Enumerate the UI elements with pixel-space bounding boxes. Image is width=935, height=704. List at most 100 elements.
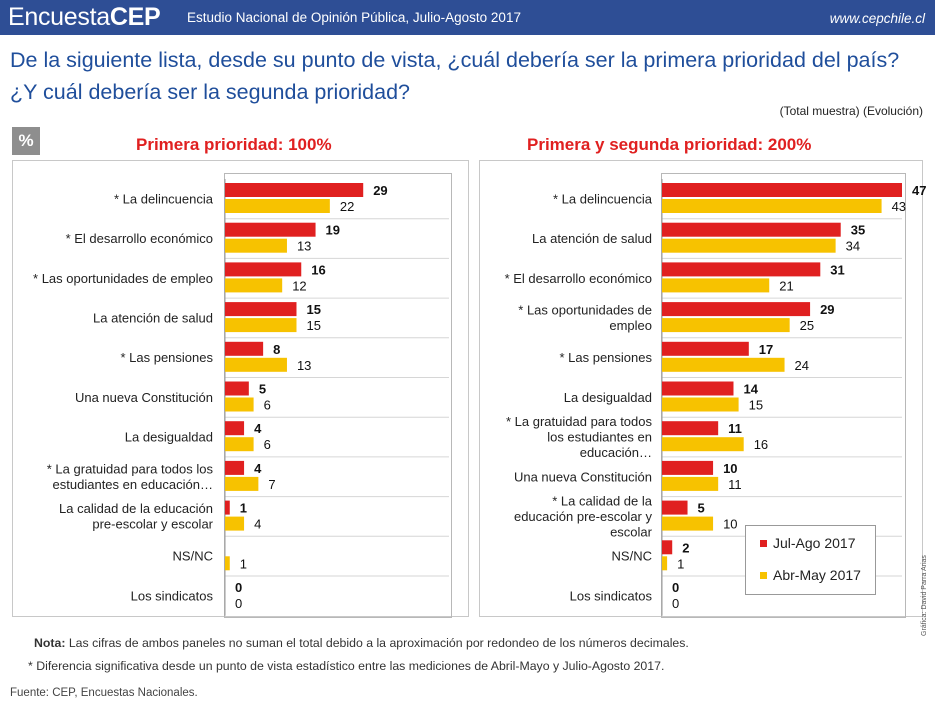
- bar-abr-may: [225, 556, 230, 571]
- bar-abr-may: [225, 476, 259, 491]
- value-label-abr-may: 43: [892, 199, 906, 214]
- value-label-abr-may: 7: [268, 477, 275, 492]
- sample-note: (Total muestra) (Evolución): [779, 104, 923, 118]
- bar-jul-ago: [662, 183, 902, 197]
- bar-jul-ago: [225, 302, 297, 317]
- value-label-abr-may: 13: [297, 358, 311, 373]
- bar-abr-may: [225, 199, 330, 213]
- bar-abr-may: [662, 556, 668, 571]
- bar-jul-ago: [662, 500, 688, 515]
- category-label: La calidad de la educación pre-escolar y …: [59, 501, 214, 532]
- value-label-jul-ago: 4: [254, 461, 262, 476]
- value-label-jul-ago: 29: [820, 302, 834, 317]
- value-label-jul-ago: 11: [728, 421, 742, 436]
- category-label: Los sindicatos: [131, 588, 214, 603]
- bar-abr-may: [225, 318, 297, 333]
- source: Fuente: CEP, Encuestas Nacionales.: [10, 687, 198, 699]
- category-label: La atención de salud: [532, 231, 652, 246]
- value-label-abr-may: 16: [754, 437, 768, 452]
- category-label: * La gratuidad para todos los estudiantes…: [47, 462, 214, 493]
- bar-abr-may: [662, 357, 785, 372]
- value-label-abr-may: 6: [264, 437, 271, 452]
- right-panel: * La delincuencia 47 43 La atención de salu…: [479, 160, 926, 618]
- value-label-abr-may: 11: [728, 477, 742, 492]
- value-label-jul-ago: 0: [235, 580, 242, 595]
- value-label-jul-ago: 31: [830, 262, 844, 277]
- category-label: NS/NC: [173, 549, 213, 564]
- bar-abr-may: [225, 516, 245, 531]
- bar-abr-may: [662, 199, 882, 213]
- value-label-abr-may: 13: [297, 239, 311, 254]
- bar-jul-ago: [225, 500, 230, 515]
- value-label-abr-may: 15: [306, 318, 320, 333]
- legend-item-abr-may: Abr-May 2017: [760, 567, 861, 583]
- value-label-abr-may: 25: [800, 318, 814, 333]
- value-label-abr-may: 22: [340, 199, 354, 214]
- legend-label-abr-may: Abr-May 2017: [773, 567, 861, 583]
- value-label-jul-ago: 14: [743, 382, 758, 397]
- legend-label-jul-ago: Jul-Ago 2017: [773, 535, 856, 551]
- value-label-abr-may: 1: [677, 556, 684, 571]
- value-label-jul-ago: 0: [672, 580, 679, 595]
- bar-jul-ago: [662, 302, 811, 317]
- significance-note: * Diferencia significativa desde un punt…: [28, 659, 665, 673]
- category-label: Una nueva Constitución: [75, 390, 213, 405]
- bar-jul-ago: [225, 421, 245, 436]
- bar-abr-may: [225, 357, 287, 372]
- left-panel: * La delincuencia 29 22 * El desarrollo eco…: [12, 160, 469, 618]
- category-label: La desigualdad: [564, 390, 652, 405]
- bar-abr-may: [225, 238, 287, 253]
- bar-jul-ago: [662, 540, 673, 555]
- bar-abr-may: [225, 278, 283, 293]
- note-label: Nota:: [34, 636, 66, 650]
- bar-jul-ago: [225, 222, 316, 237]
- header-url[interactable]: www.cepchile.cl: [829, 11, 925, 26]
- right-panel-title: Primera y segunda prioridad: 200%: [527, 135, 812, 154]
- percent-badge: %: [12, 127, 40, 155]
- bar-abr-may: [225, 397, 254, 412]
- bar-abr-may: [662, 278, 770, 293]
- note-body: Las cifras de ambos paneles no suman el …: [65, 636, 689, 650]
- bar-abr-may: [662, 397, 739, 412]
- credit: Gráfica: David Parra Arias: [921, 555, 928, 636]
- bar-jul-ago: [662, 381, 734, 396]
- right-chart: * La delincuencia 47 43 La atención de salu…: [505, 179, 926, 616]
- legend-item-jul-ago: Jul-Ago 2017: [760, 535, 856, 551]
- value-label-jul-ago: 4: [254, 421, 262, 436]
- bar-jul-ago: [225, 460, 245, 475]
- value-label-jul-ago: 35: [851, 223, 865, 238]
- category-label: * Las pensiones: [120, 350, 213, 365]
- value-label-abr-may: 12: [292, 278, 306, 293]
- category-label: * La delincuencia: [553, 191, 653, 206]
- bar-jul-ago: [225, 381, 249, 396]
- category-label: * La delincuencia: [114, 191, 214, 206]
- logo-light: Encuesta: [8, 3, 110, 31]
- value-label-jul-ago: 15: [306, 302, 320, 317]
- bar-jul-ago: [662, 460, 714, 475]
- category-label: * El desarrollo económico: [66, 231, 213, 246]
- category-label: * Las oportunidades de empleo: [33, 271, 213, 286]
- header-subtitle: Estudio Nacional de Opinión Pública, Jul…: [187, 10, 521, 25]
- value-label-jul-ago: 17: [759, 342, 773, 357]
- value-label-abr-may: 6: [264, 398, 271, 413]
- category-label: * Las oportunidades de empleo: [518, 303, 652, 334]
- value-label-abr-may: 4: [254, 517, 261, 532]
- bar-abr-may: [225, 437, 254, 452]
- value-label-abr-may: 10: [723, 517, 737, 532]
- value-label-jul-ago: 8: [273, 342, 280, 357]
- value-label-jul-ago: 5: [259, 382, 266, 397]
- bar-abr-may: [662, 238, 836, 253]
- logo-bold: CEP: [109, 3, 161, 31]
- value-label-jul-ago: 5: [698, 501, 705, 516]
- page-title: De la siguiente lista, desde su punto de…: [10, 48, 900, 104]
- legend-swatch-red: [760, 540, 767, 547]
- legend: Jul-Ago 2017 Abr-May 2017: [745, 525, 876, 595]
- category-label: La desigualdad: [125, 430, 213, 445]
- value-label-jul-ago: 16: [311, 262, 325, 277]
- note-text: Nota: Las cifras de ambos paneles no sum…: [34, 636, 689, 650]
- category-label: Una nueva Constitución: [514, 469, 652, 484]
- bar-jul-ago: [662, 262, 821, 277]
- value-label-abr-may: 21: [779, 278, 793, 293]
- category-label: * El desarrollo económico: [505, 271, 652, 286]
- bar-jul-ago: [662, 222, 841, 237]
